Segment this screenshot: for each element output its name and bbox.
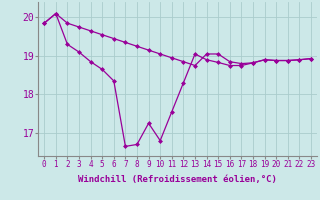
X-axis label: Windchill (Refroidissement éolien,°C): Windchill (Refroidissement éolien,°C) <box>78 175 277 184</box>
